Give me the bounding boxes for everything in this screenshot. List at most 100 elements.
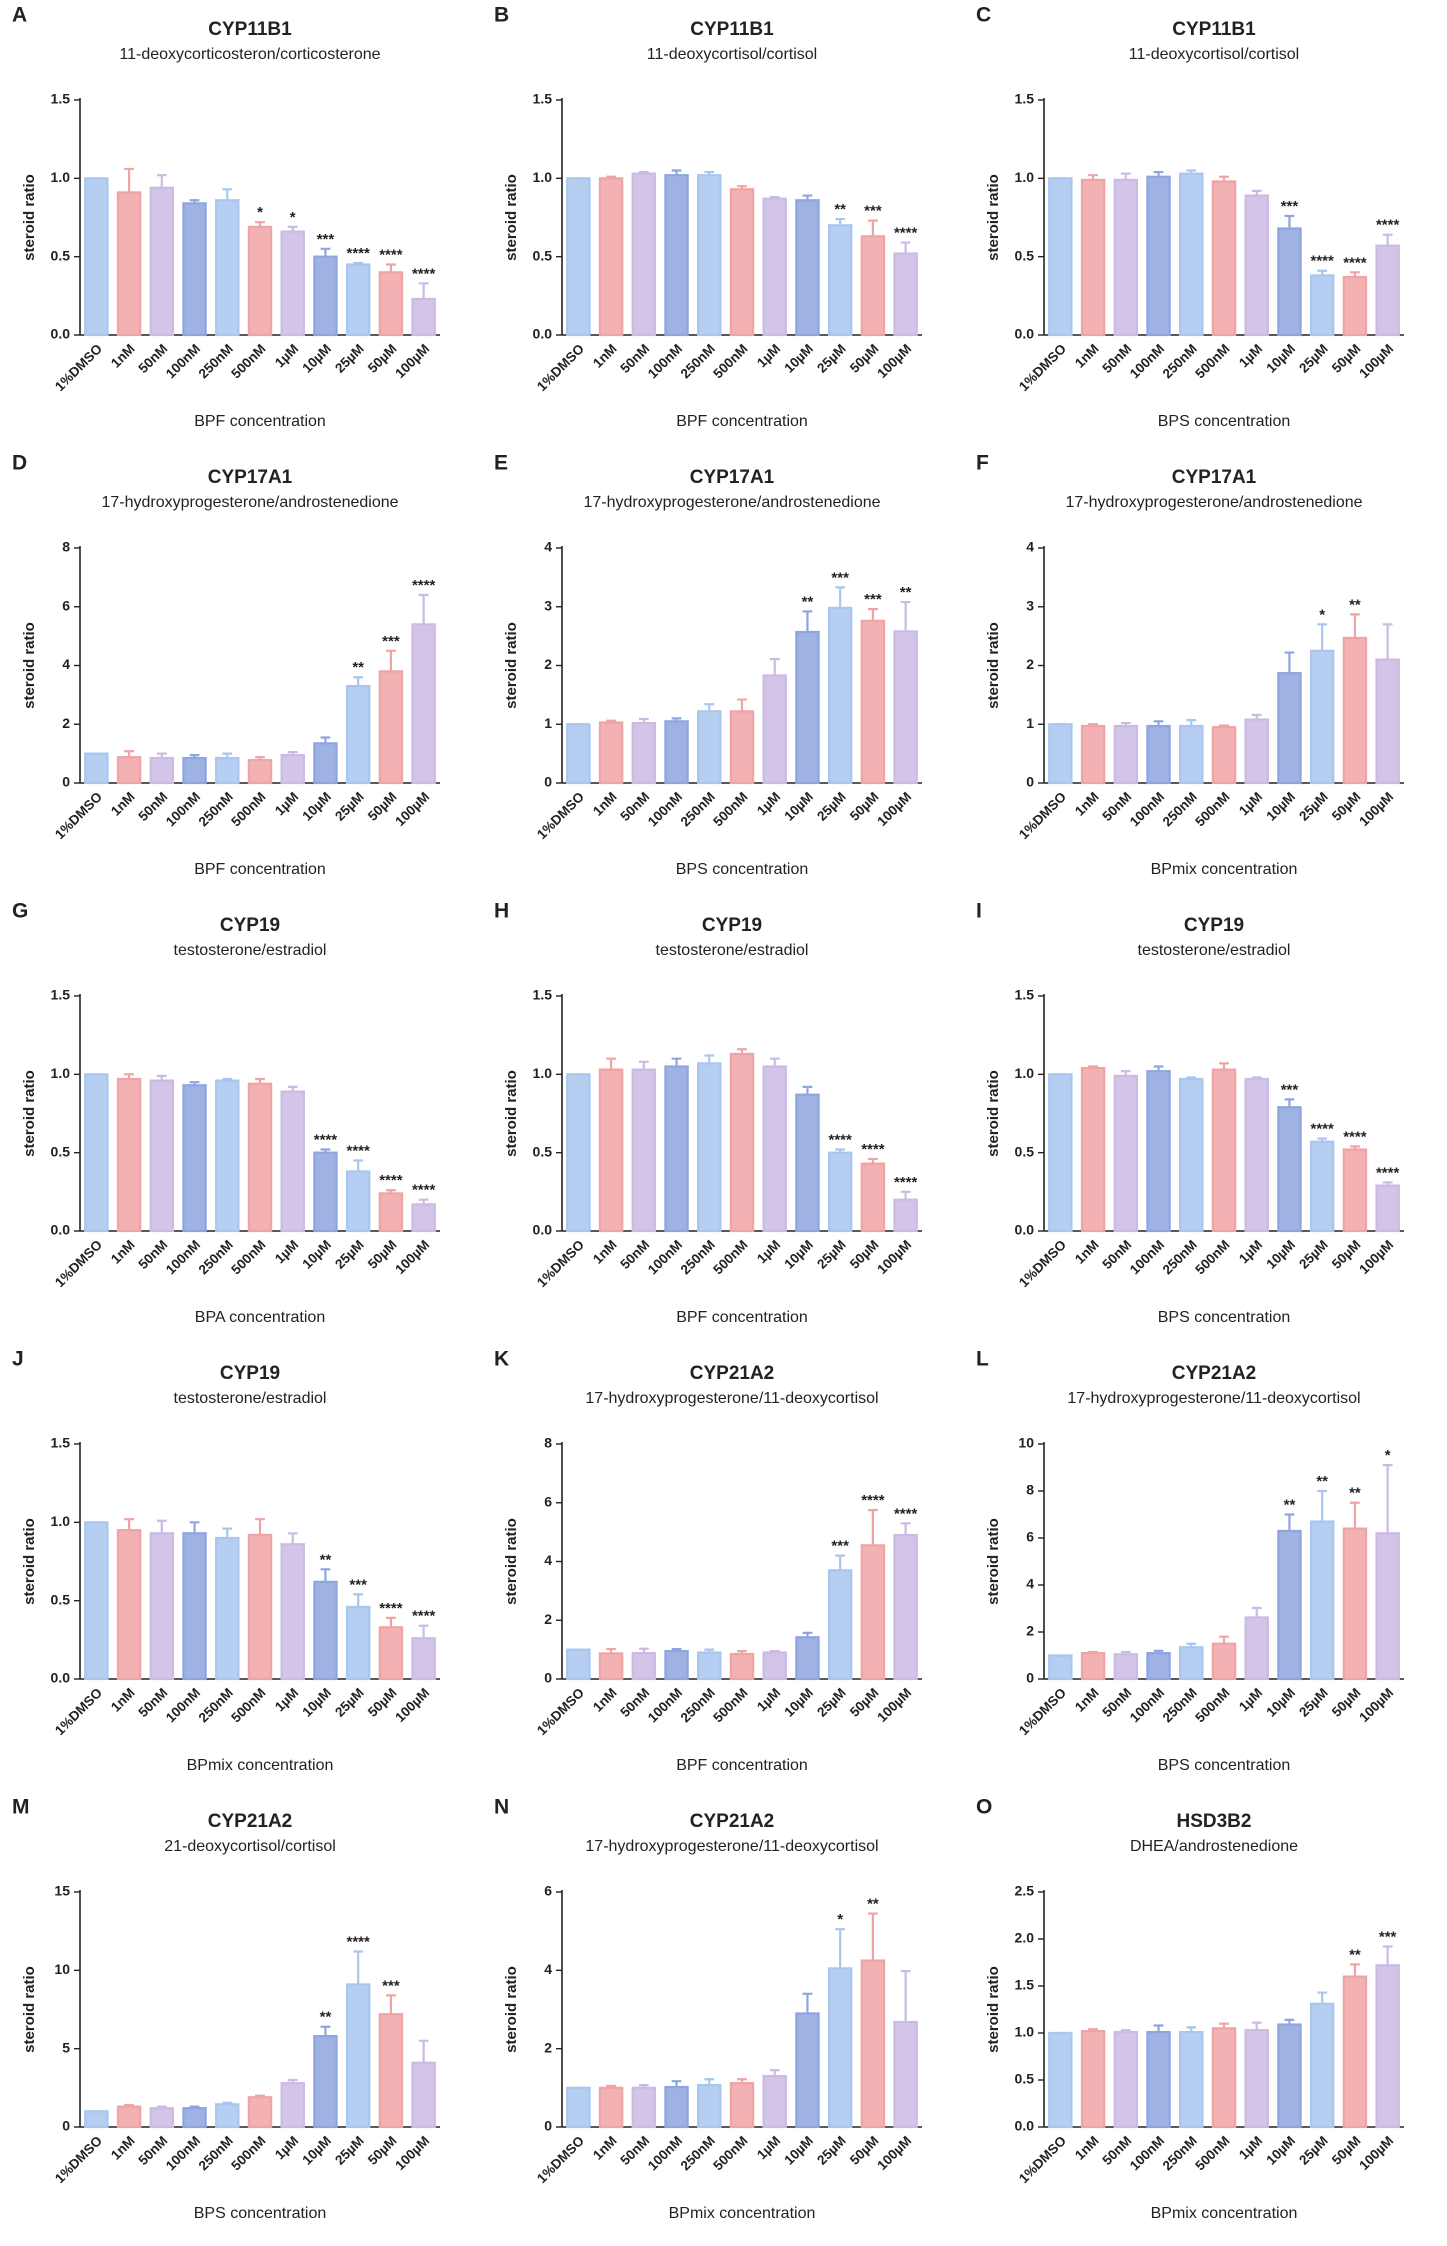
y-axis-label: steroid ratio (21, 1966, 38, 2053)
error-bar (1219, 2022, 1229, 2029)
x-tick-label: 1µM (1236, 1685, 1265, 1714)
bar (1244, 718, 1269, 785)
chart-subtitle: 17-hydroxyprogesterone/11-deoxycortisol (585, 1390, 878, 1407)
error-bar (638, 170, 649, 174)
significance-label: **** (861, 1492, 885, 1509)
y-tick-label: 6 (544, 1493, 552, 1509)
error-bar (1251, 713, 1262, 720)
bar (411, 1637, 436, 1681)
panel: O HSD3B2 DHEA/androstenedione steroid ratio… (976, 1796, 1404, 2222)
y-tick-label: 3 (1026, 597, 1034, 613)
x-tick-label: 10µM (1263, 789, 1298, 824)
y-tick-label: 6 (1026, 1529, 1034, 1545)
error-bar (1251, 1606, 1262, 1618)
panel: J CYP19 testosterone/estradiol steroid rati… (12, 1348, 440, 1774)
bar (411, 2061, 436, 2129)
bar (860, 1162, 886, 1233)
x-tick-label: 100µM (392, 341, 432, 381)
error-bar (124, 2103, 134, 2107)
bar (1277, 1529, 1302, 1681)
panel-letter: J (12, 1348, 24, 1371)
panel: N CYP21A2 17-hydroxyprogesterone/11-deoxyc… (494, 1796, 922, 2222)
x-tick-label: 250nM (196, 789, 236, 829)
bar (1244, 1077, 1269, 1233)
x-tick-label: 1nM (108, 789, 138, 819)
x-tick-label: 10µM (299, 341, 334, 376)
bar (762, 2074, 787, 2129)
x-tick-label: 1%DMSO (52, 1685, 105, 1738)
significance-label: **** (1376, 1164, 1400, 1181)
x-tick-label: 1%DMSO (1016, 2133, 1069, 2186)
x-axis-label: BPmix concentration (1151, 2205, 1298, 2222)
bar (762, 197, 787, 337)
x-tick-label: 25µM (332, 1237, 367, 1272)
bar (378, 670, 404, 785)
bar (1342, 275, 1368, 337)
x-tick-label: 1nM (1072, 1685, 1102, 1715)
chart-title: HSD3B2 (1177, 1811, 1252, 1832)
chart-title: CYP11B1 (690, 19, 774, 40)
bar (116, 756, 142, 785)
error-bar (704, 1648, 715, 1653)
chart-title: CYP11B1 (1172, 19, 1256, 40)
bar (795, 1636, 820, 1681)
bar (1048, 1654, 1073, 1681)
bar (1146, 2030, 1171, 2129)
panel: A CYP11B1 11-deoxycorticosteron/corticoste… (12, 4, 440, 430)
error-bar (222, 752, 233, 759)
x-tick-label: 100nM (1127, 2133, 1167, 2173)
error-bar (287, 1532, 298, 1545)
error-bar (737, 1048, 747, 1054)
error-bar (189, 1521, 200, 1534)
x-tick-label: 1%DMSO (534, 789, 587, 842)
y-tick-label: 1.5 (51, 987, 71, 1003)
x-tick-label: 100nM (645, 1685, 685, 1725)
bar (795, 199, 820, 337)
error-bar (353, 1159, 364, 1172)
significance-label: **** (1343, 1128, 1367, 1145)
error-bar (1284, 1098, 1295, 1108)
bar (345, 684, 371, 785)
error-bar (1284, 1513, 1295, 1531)
bar (893, 1198, 918, 1233)
y-tick-label: 0.5 (51, 1143, 71, 1159)
error-bar (1153, 2024, 1164, 2033)
x-tick-label: 1nM (1072, 341, 1102, 371)
x-tick-label: 1µM (1236, 789, 1265, 818)
x-tick-label: 250nM (1160, 1685, 1200, 1725)
chart-title: CYP19 (220, 915, 280, 936)
error-bar (1350, 271, 1360, 278)
bar (313, 1151, 338, 1233)
error-bar (704, 1054, 715, 1064)
x-axis-label: BPS concentration (1158, 1309, 1291, 1326)
bar (1080, 1652, 1106, 1681)
x-tick-label: 500nM (710, 2133, 750, 2173)
bar (664, 720, 689, 785)
error-bar (900, 1522, 911, 1536)
error-bar (835, 217, 846, 226)
error-bar (156, 1074, 167, 1081)
significance-label: ** (867, 1896, 879, 1913)
x-tick-label: 500nM (710, 1237, 750, 1277)
error-bar (835, 1148, 846, 1153)
panel: F CYP17A1 17-hydroxyprogesterone/androsten… (976, 452, 1404, 878)
error-bar (900, 1190, 911, 1200)
x-tick-label: 100µM (392, 1685, 432, 1725)
error-bar (606, 1057, 616, 1070)
bar (149, 1532, 175, 1681)
error-bar (255, 756, 265, 761)
x-tick-label: 100µM (1356, 1237, 1396, 1277)
bar (411, 623, 436, 785)
y-axis-label: steroid ratio (503, 1070, 520, 1157)
x-tick-label: 500nM (228, 1237, 268, 1277)
x-tick-label: 1µM (272, 1685, 301, 1714)
error-bar (255, 1518, 265, 1535)
bar (1375, 1532, 1400, 1681)
bar (598, 2086, 624, 2129)
error-bar (1251, 1076, 1262, 1080)
error-bar (868, 219, 878, 237)
bar (247, 1082, 273, 1233)
error-bar (1186, 1642, 1197, 1648)
significance-label: **** (1343, 254, 1367, 271)
error-bar (124, 750, 134, 758)
